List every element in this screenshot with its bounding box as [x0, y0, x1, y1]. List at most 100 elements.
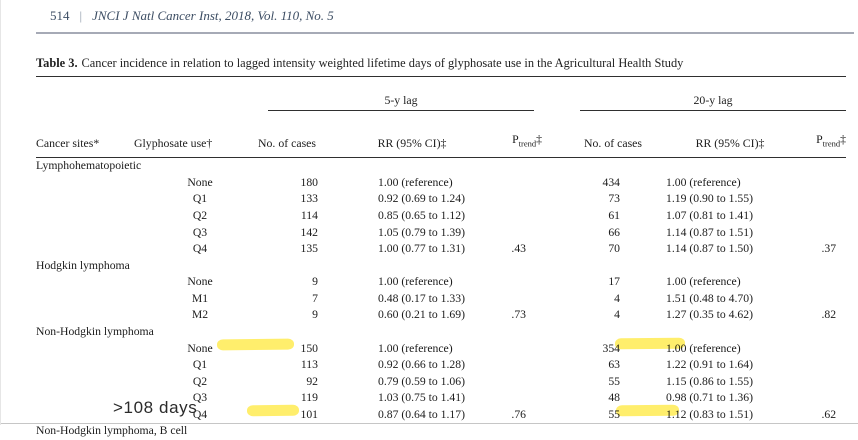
section-label: Non-Hodgkin lymphoma — [36, 325, 154, 338]
cell-cases-5y: 142 — [300, 225, 318, 239]
cell-ptrend-20y — [800, 191, 846, 208]
cell-rr-5y: 1.05 (0.79 to 1.39) — [378, 225, 465, 239]
highlight-mark — [615, 404, 680, 417]
cell-gap — [542, 291, 566, 308]
cell-ptrend-20y — [800, 340, 846, 357]
cell-cases-5y: 180 — [300, 175, 318, 189]
cell-ptrend-5y — [492, 291, 542, 308]
data-row: M2 9 0.60 (0.21 to 1.69) .73 4 1.27 (0.35 to … — [36, 307, 846, 324]
cell-cases-20y: 55 — [608, 407, 621, 421]
cell-ptrend-20y — [800, 390, 846, 407]
cell-cases-20y: 4 — [614, 291, 621, 305]
cell-gap — [542, 224, 566, 241]
cell-rr-20y: 1.07 (0.81 to 1.41) — [666, 208, 754, 222]
cell-sites — [36, 241, 132, 258]
cell-gap — [542, 407, 566, 424]
cell-rr-20y: 1.00 (reference) — [666, 275, 741, 289]
cell-cases-20y: 55 — [608, 374, 621, 388]
cell-rr-5y: 0.60 (0.21 to 1.69) — [378, 308, 465, 322]
highlight-mark — [216, 338, 295, 351]
cell-rr-5y: 0.87 (0.64 to 1.17) — [378, 407, 465, 421]
journal-title: JNCI J Natl Cancer Inst, 2018, Vol. 110,… — [92, 8, 334, 23]
data-row: Q3 142 1.05 (0.79 to 1.39) 66 1.14 (0.87 to … — [36, 224, 846, 241]
cell-ptrend-20y: .82 — [821, 308, 837, 322]
cell-rr-20y: 1.27 (0.35 to 4.62) — [666, 308, 754, 322]
annotation-note: >108 days — [113, 398, 198, 417]
data-row: None 180 1.00 (reference) 434 1.00 (referenc… — [36, 175, 846, 192]
cell-ptrend-5y: .73 — [511, 308, 527, 322]
cell-rr-20y: 1.00 (reference) — [666, 341, 741, 355]
cell-use: Q4 — [192, 242, 208, 256]
cell-rr-20y: 1.00 (reference) — [666, 175, 741, 189]
page-number: 514 — [50, 8, 70, 23]
cell-use: Q3 — [192, 391, 208, 405]
section-label: Hodgkin lymphoma — [36, 258, 130, 272]
cell-gap — [542, 390, 566, 407]
cell-sites — [36, 357, 132, 374]
group-header-20y: 20-y lag — [566, 76, 847, 111]
cell-cases-5y: 101 — [300, 407, 318, 421]
cell-ptrend-20y — [800, 274, 846, 291]
page-bottom-edge — [1, 423, 858, 424]
data-row: Q4 101 0.87 (0.64 to 1.17) .76 55 1.12 (0.83 … — [36, 407, 846, 424]
group-rule-20y — [580, 110, 847, 111]
table-body: Lymphohematopoietic None 180 1.00 (referenc… — [36, 158, 846, 440]
cell-gap — [542, 274, 566, 291]
cell-rr-20y: 0.98 (0.71 to 1.36) — [666, 391, 754, 405]
section-row: Lymphohematopoietic — [36, 158, 846, 175]
section-label: Lymphohematopoietic — [36, 159, 142, 173]
cell-cases-5y: 135 — [300, 242, 318, 256]
group-header-gap — [542, 76, 567, 111]
group-label-5y-lag: 5-y lag — [384, 93, 418, 107]
cell-cases-5y: 150 — [300, 341, 318, 355]
cell-cases-20y: 73 — [608, 192, 621, 206]
highlight-mark — [246, 404, 300, 417]
cell-use: M1 — [191, 291, 209, 305]
cell-sites — [36, 208, 132, 225]
table-3: 5-y lag 20-y lag Cancer sites* Glyphosat… — [36, 76, 847, 440]
cell-cases-20y: 17 — [608, 275, 621, 289]
col-header-gap — [542, 111, 567, 158]
cell-rr-5y: 0.92 (0.66 to 1.28) — [378, 358, 465, 372]
section-row: Non-Hodgkin lymphoma, B cell — [36, 423, 846, 440]
col-header-rr-20y: RR (95% CI)‡ — [660, 111, 801, 158]
cell-ptrend-5y: .43 — [511, 242, 527, 256]
cell-use: Q3 — [192, 225, 208, 239]
cell-use: Q1 — [192, 192, 208, 206]
highlight-mark — [614, 337, 686, 350]
cell-sites — [36, 224, 132, 241]
cell-cases-5y: 9 — [312, 308, 318, 322]
cell-ptrend-5y — [492, 340, 542, 357]
cell-gap — [542, 373, 566, 390]
section-label: Non-Hodgkin lymphoma, B cell — [36, 424, 188, 438]
cell-rr-20y: 1.51 (0.48 to 4.70) — [666, 291, 754, 305]
cell-ptrend-5y — [492, 357, 542, 374]
section-row: Non-Hodgkin lymphoma — [36, 324, 846, 341]
cell-rr-5y: 0.79 (0.59 to 1.06) — [378, 374, 465, 388]
cell-ptrend-5y — [492, 175, 542, 192]
col-header-cases-20y: No. of cases — [566, 111, 661, 158]
cell-rr-5y: 1.00 (0.77 to 1.31) — [378, 242, 465, 256]
group-header-row: 5-y lag 20-y lag — [36, 76, 847, 111]
cell-rr-5y: 1.00 (reference) — [378, 175, 453, 189]
cell-sites — [36, 291, 132, 308]
data-row: None 150 1.00 (reference) 354 1.00 (referenc… — [36, 340, 846, 357]
cell-rr-5y: 1.00 (reference) — [378, 275, 453, 289]
cell-ptrend-20y — [800, 357, 846, 374]
cell-gap — [542, 175, 566, 192]
cell-rr-20y: 1.15 (0.86 to 1.55) — [666, 374, 754, 388]
cell-use: None — [187, 275, 213, 289]
cell-gap — [542, 241, 566, 258]
cell-ptrend-5y — [492, 274, 542, 291]
cell-ptrend-20y: .62 — [821, 407, 837, 421]
cell-gap — [542, 191, 566, 208]
cell-sites — [36, 373, 132, 390]
col-header-ptrend-5y: Ptrend‡ — [492, 111, 543, 158]
cell-gap — [542, 357, 566, 374]
column-header-row: Cancer sites* Glyphosate use† No. of cas… — [36, 111, 847, 158]
cell-rr-5y: 1.00 (reference) — [378, 341, 453, 355]
table-caption-text: Cancer incidence in relation to lagged i… — [81, 56, 684, 70]
cell-rr-20y: 1.22 (0.91 to 1.64) — [666, 358, 754, 372]
cell-cases-5y: 9 — [312, 275, 318, 289]
cell-gap — [542, 307, 566, 324]
